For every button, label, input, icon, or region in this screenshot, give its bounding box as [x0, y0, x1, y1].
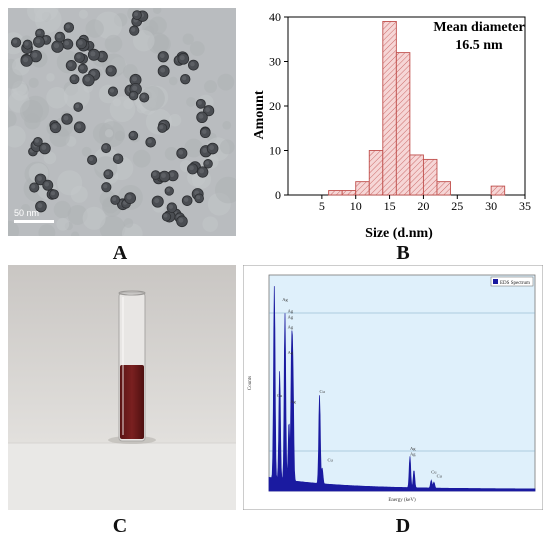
- vial-photo-drawing: [8, 265, 236, 510]
- histogram-bar: [368, 150, 384, 196]
- tem-image: 50 nm: [8, 8, 236, 236]
- eds-peak-label: Cu: [328, 458, 334, 463]
- y-tick-label: 0: [275, 188, 281, 202]
- eds-trace: [268, 286, 536, 492]
- panel-label-b: B: [396, 242, 410, 264]
- x-tick-label: 20: [417, 199, 429, 213]
- histogram-bar: [328, 190, 343, 196]
- eds-peak-label: Ag: [282, 297, 288, 302]
- x-tick-label: 10: [350, 199, 362, 213]
- x-axis-title: Size (d.nm): [365, 226, 433, 241]
- histogram-bar: [355, 181, 370, 196]
- eds-peak-label: Ag: [288, 350, 294, 355]
- x-tick-label: 25: [451, 199, 463, 213]
- eds-peak-label: Ag: [288, 309, 294, 314]
- x-tick-label: 30: [485, 199, 497, 213]
- mean-diameter-label: Mean diameter: [433, 20, 524, 35]
- x-tick-label: 15: [384, 199, 396, 213]
- histogram-bar: [436, 181, 451, 196]
- eds-x-axis-title: Energy (keV): [388, 498, 416, 503]
- histogram-bar: [382, 21, 397, 196]
- x-tick-label: 35: [519, 199, 531, 213]
- histogram-bar: [490, 185, 506, 196]
- histogram-bar: [395, 52, 411, 196]
- eds-peak-label: Ag: [410, 452, 416, 457]
- eds-legend: EDS Spectrum: [500, 281, 530, 286]
- panel-label-a: A: [112, 242, 128, 264]
- eds-peak-label: Ag: [288, 315, 294, 320]
- eds-peak-label: Cu: [437, 473, 443, 478]
- histogram-bar: [341, 190, 357, 196]
- y-tick-label: 30: [269, 55, 281, 69]
- eds-peak-label: Cu: [277, 393, 283, 398]
- eds-peak-label: Cu: [320, 389, 326, 394]
- eds-spectrum: EDS Spectrum Ag Ag Ag Ag Ag Ag Cu Cu Cu Ag Ag Cu Cu …: [243, 265, 543, 510]
- eds-peak-label: Ag: [410, 446, 416, 451]
- histogram-bar: [409, 154, 424, 196]
- histogram-ticks: 5 10 15 20 25 30 35 0 10 20 30 40: [269, 10, 531, 213]
- histogram-bar: [422, 158, 438, 196]
- y-tick-label: 40: [269, 10, 281, 24]
- mean-diameter-value: 16.5 nm: [455, 38, 503, 53]
- vial-photo: [8, 265, 236, 510]
- panel-label-d: D: [395, 515, 411, 537]
- eds-peak-label: Cu: [431, 469, 437, 474]
- size-histogram: 5 10 15 20 25 30 35 0 10 20 30 40 Mean diameter 16.…: [252, 10, 531, 241]
- histogram-bars: [328, 21, 506, 196]
- scale-bar-label: 50 nm: [14, 208, 40, 218]
- panel-label-c: C: [112, 515, 128, 537]
- eds-peak-label: Ag: [288, 324, 294, 329]
- eds-spectrum-plot: EDS Spectrum AgAgAgAgAgAgCuCuCuAgAgCuCu …: [243, 265, 543, 510]
- y-tick-label: 10: [269, 144, 281, 158]
- scale-bar: [14, 220, 54, 223]
- y-axis-title: Amount: [252, 90, 267, 139]
- y-tick-label: 20: [269, 99, 281, 113]
- x-tick-label: 5: [319, 199, 325, 213]
- eds-y-axis-title: Counts: [248, 376, 253, 390]
- tem-micrograph: [8, 8, 236, 236]
- eds-peak-label: Ag: [290, 399, 296, 404]
